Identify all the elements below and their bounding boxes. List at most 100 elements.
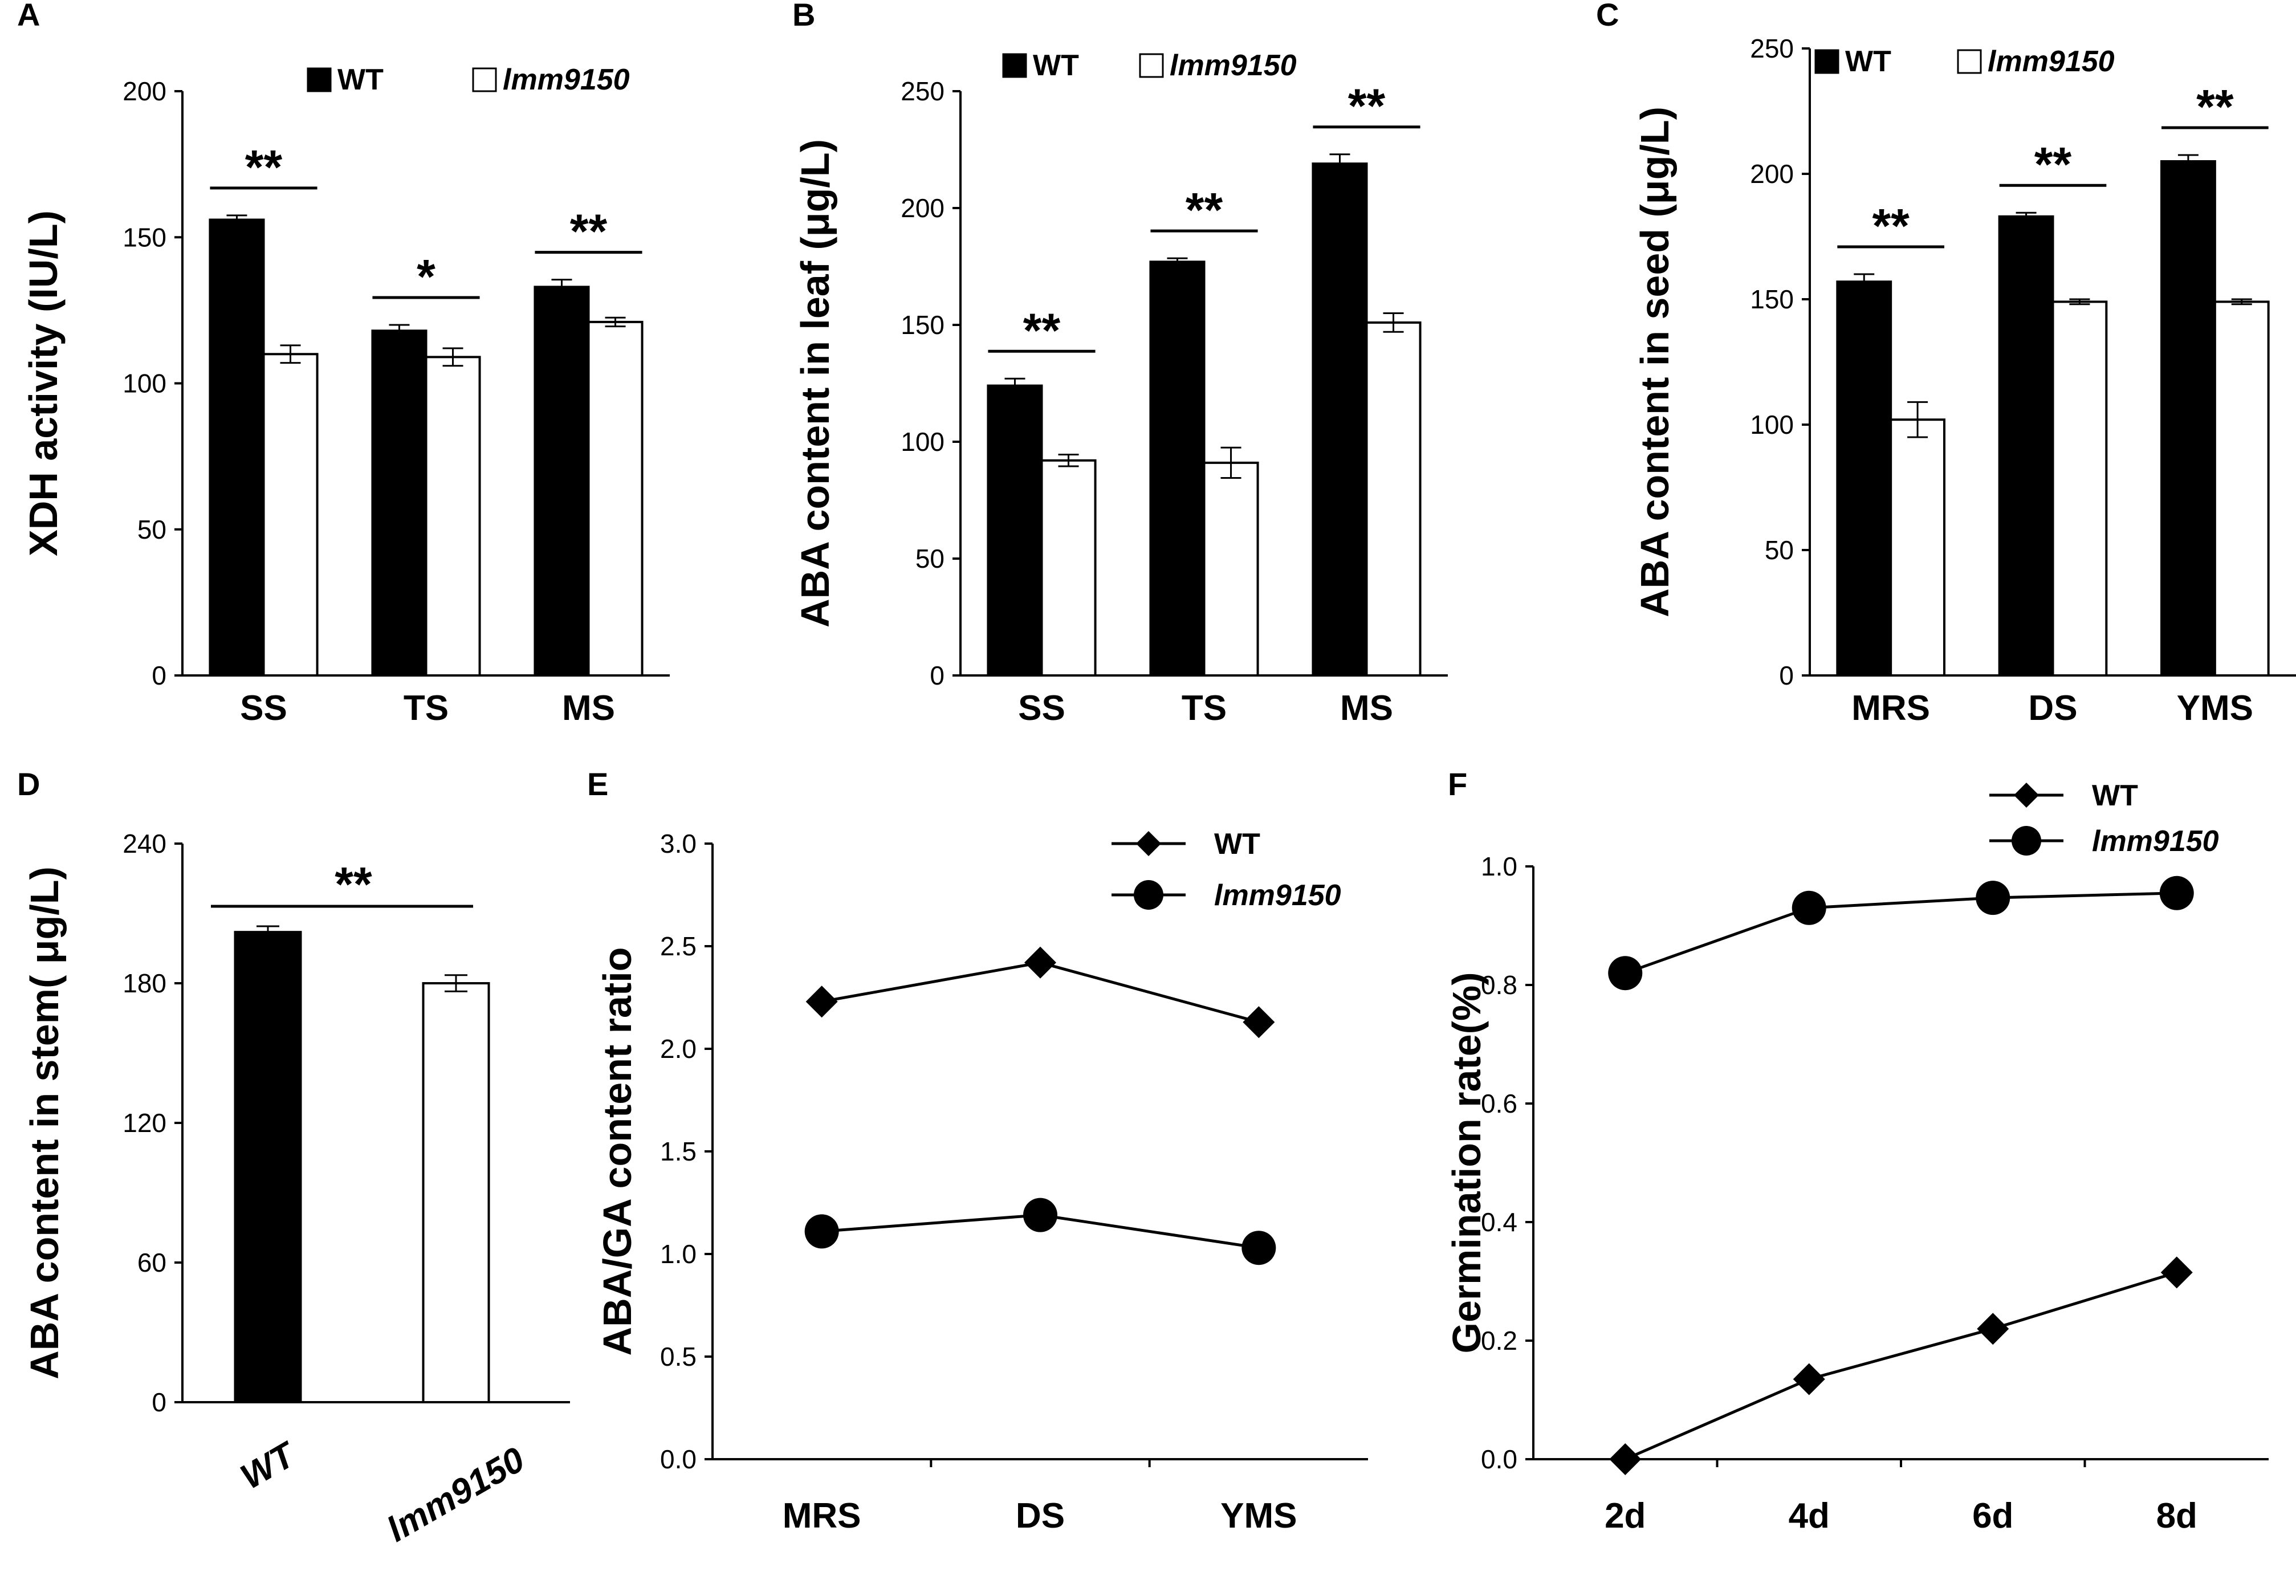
bar-lmm9150-MS <box>1365 321 1422 677</box>
panel-D: D 0 60 120 180 240 ABA content in stem( μg/L) W… <box>17 766 570 1549</box>
legend-swatch-wt <box>307 67 332 92</box>
y-tick-label: 150 <box>1750 284 1794 314</box>
y-tick-label: 0 <box>152 1387 166 1417</box>
y-tick-label: 250 <box>1750 34 1794 63</box>
y-tick-label: 150 <box>123 222 166 252</box>
x-tick-label: lmm9150 <box>381 1440 531 1549</box>
y-tick-label: 0.5 <box>660 1342 697 1371</box>
significance-mark: ** <box>245 140 283 194</box>
panel-letter: E <box>587 766 608 802</box>
bar-lmm9150-YMS <box>2213 300 2270 677</box>
legend-label-lmm9150: lmm9150 <box>1170 49 1297 82</box>
bar-lmm9150-MS <box>587 320 644 677</box>
data-point-lmm9150 <box>1608 956 1643 991</box>
y-tick-label: 0.6 <box>1481 1089 1517 1118</box>
y-tick-label: 50 <box>1765 535 1794 565</box>
x-tick-label: MS <box>1340 689 1393 728</box>
significance-mark: ** <box>1872 199 1910 253</box>
legend-marker-wt <box>2014 783 2039 808</box>
y-tick-label: 120 <box>123 1108 166 1138</box>
x-tick-label: 8d <box>2156 1496 2197 1536</box>
y-tick-label: 3.0 <box>660 829 697 858</box>
x-tick-label: SS <box>240 689 287 728</box>
panel-E: E 0.0 0.5 1.0 1.5 2.0 2.5 3.0 ABA/GA content rat… <box>587 766 1368 1536</box>
panel-letter: F <box>1448 766 1467 802</box>
bar-lmm9150-TS <box>425 356 481 677</box>
y-tick-label: 0 <box>152 661 166 690</box>
legend-label-wt: WT <box>1214 828 1260 861</box>
x-tick-label: MRS <box>783 1496 861 1536</box>
legend-label-wt: WT <box>337 63 384 96</box>
y-tick-label: 100 <box>1750 410 1794 439</box>
bar-lmm9150-MRS <box>1890 418 1945 677</box>
legend-swatch-wt <box>1814 49 1839 74</box>
data-point-lmm9150 <box>1241 1231 1276 1265</box>
bar-WT-TS <box>371 329 428 677</box>
panel-C: C 0 50 100 150 200 250 ABA content in seed (μg/… <box>1596 0 2296 728</box>
y-axis-title: XDH activity (IU/L) <box>21 210 66 556</box>
x-tick-label: TS <box>404 689 449 728</box>
y-tick-label: 1.0 <box>660 1239 697 1269</box>
y-tick-label: 1.0 <box>1481 852 1517 881</box>
significance-mark: * <box>417 250 435 303</box>
panel-letter: A <box>17 0 40 32</box>
y-tick-label: 1.5 <box>660 1137 697 1166</box>
y-tick-label: 100 <box>123 369 166 398</box>
y-tick-label: 2.0 <box>660 1034 697 1064</box>
x-tick-label: YMS <box>2177 689 2253 728</box>
bar-WT-DS <box>1998 215 2054 677</box>
data-point-WT <box>1609 1443 1642 1475</box>
bar-WT-TS <box>1149 260 1206 677</box>
data-point-WT <box>1024 946 1056 979</box>
y-axis-title: ABA content in seed (μg/L) <box>1633 107 1677 617</box>
series-line-lmm9150 <box>1625 891 2177 975</box>
data-point-WT <box>2160 1256 2193 1289</box>
y-tick-label: 250 <box>901 76 945 106</box>
y-tick-label: 0.2 <box>1481 1326 1517 1355</box>
legend-swatch-lmm9150 <box>1139 53 1164 78</box>
bar-lmm9150-SS <box>1040 459 1097 677</box>
legend-marker-wt <box>1136 831 1161 856</box>
x-tick-label: 2d <box>1605 1496 1646 1536</box>
significance-mark: ** <box>1023 303 1061 357</box>
y-tick-label: 240 <box>123 829 166 858</box>
legend-marker-lmm9150 <box>2012 826 2041 856</box>
x-tick-label: WT <box>234 1434 304 1497</box>
x-tick-label: DS <box>2028 689 2077 728</box>
panel-F: F 0.0 0.2 0.4 0.6 0.8 1.0 Germination rate(%) 2d… <box>1444 766 2269 1536</box>
y-tick-label: 200 <box>1750 159 1794 189</box>
y-tick-label: 200 <box>901 193 945 223</box>
significance-mark: ** <box>335 857 372 911</box>
data-point-WT <box>1243 1006 1275 1039</box>
legend-swatch-lmm9150 <box>472 67 497 92</box>
bar-WT-MRS <box>1836 280 1892 677</box>
data-point-WT <box>1793 1363 1825 1395</box>
y-tick-label: 0.8 <box>1481 970 1517 1000</box>
panel-letter: B <box>792 0 815 32</box>
x-tick-label: 4d <box>1789 1496 1830 1536</box>
x-tick-label: MS <box>562 689 615 728</box>
bar-WT-MS <box>534 286 590 677</box>
y-tick-label: 0.0 <box>1481 1444 1517 1474</box>
data-point-lmm9150 <box>804 1214 839 1249</box>
y-axis-title: ABA content in leaf (μg/L) <box>793 139 837 628</box>
bar-WT-MS <box>1312 162 1368 677</box>
y-tick-label: 60 <box>137 1248 166 1277</box>
y-tick-label: 0.4 <box>1481 1207 1517 1237</box>
y-axis-title: Germination rate(%) <box>1444 972 1489 1354</box>
x-tick-label: 6d <box>1972 1496 2013 1536</box>
legend-label-wt: WT <box>2092 779 2138 812</box>
x-tick-label: DS <box>1016 1496 1065 1536</box>
data-point-lmm9150 <box>1792 890 1826 925</box>
y-axis-title: ABA content in stem( μg/L) <box>22 866 67 1379</box>
significance-mark: ** <box>2034 137 2072 191</box>
y-tick-label: 150 <box>901 310 945 340</box>
legend-swatch-lmm9150 <box>1957 49 1982 74</box>
legend-label-lmm9150: lmm9150 <box>503 63 630 96</box>
y-tick-label: 180 <box>123 968 166 998</box>
panel-letter: C <box>1596 0 1619 32</box>
y-tick-label: 100 <box>901 427 945 457</box>
y-tick-label: 0 <box>1779 661 1794 690</box>
legend-label-lmm9150: lmm9150 <box>2092 825 2219 858</box>
